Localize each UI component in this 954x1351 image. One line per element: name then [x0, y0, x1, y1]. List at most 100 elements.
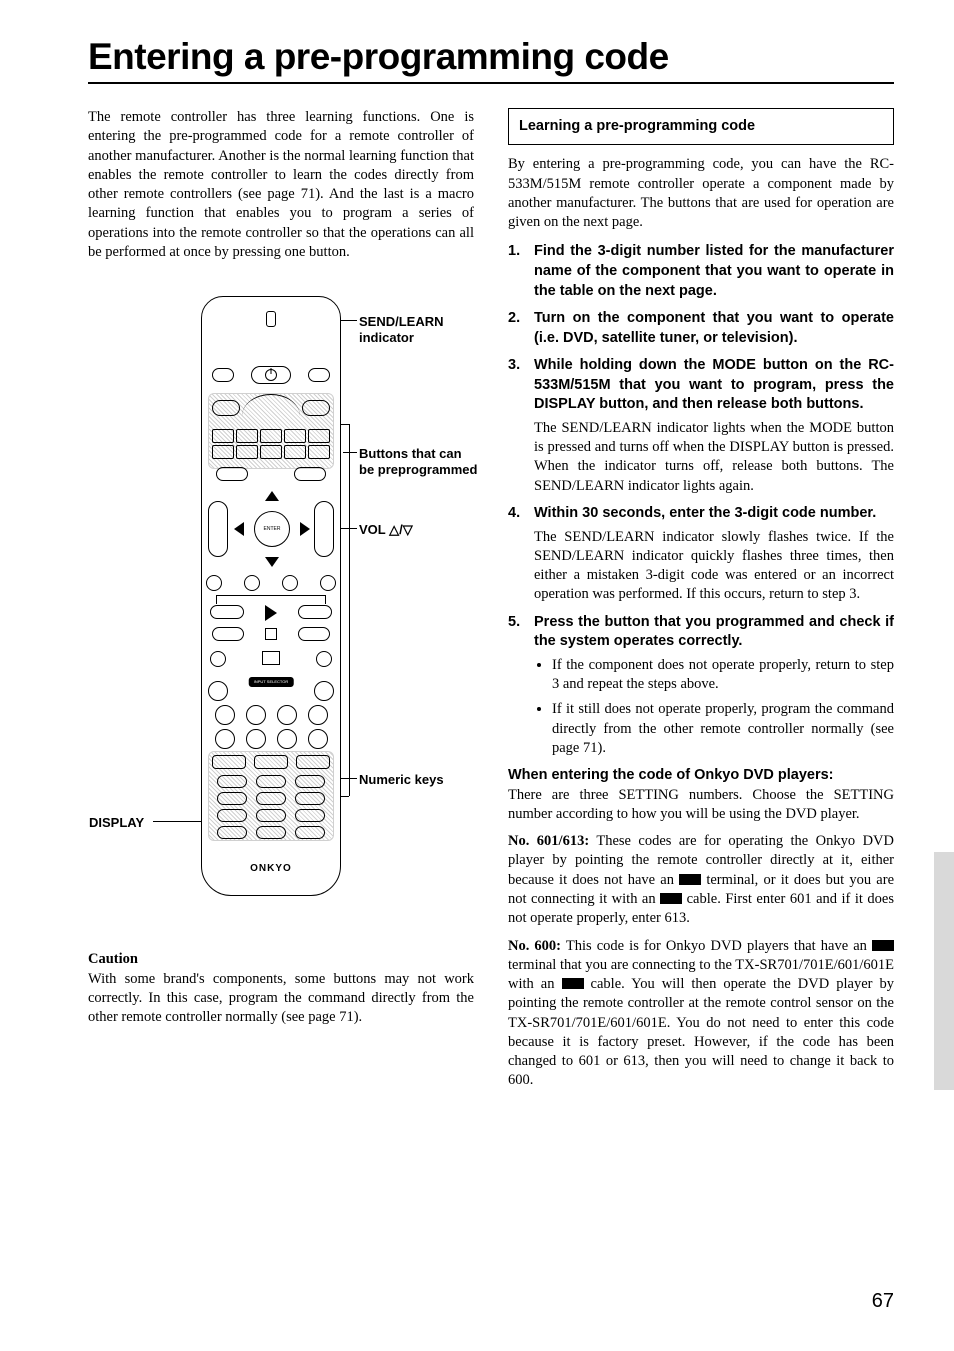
step-3-body: The SEND/LEARN indicator lights when the…	[534, 419, 894, 496]
ri-icon	[660, 893, 682, 904]
grid4-2	[212, 729, 330, 749]
onkyo-p601: No. 601/613: These codes are for operati…	[508, 832, 894, 928]
p600-c: cable. You will then operate the DVD pla…	[508, 976, 894, 1088]
nav-left-icon	[234, 522, 244, 536]
prev-button	[212, 627, 244, 641]
power-button	[251, 366, 291, 384]
step-4-bold: Within 30 seconds, enter the 3-digit cod…	[534, 504, 894, 524]
left-column: The remote controller has three learning…	[88, 108, 474, 1091]
row3-1	[212, 755, 330, 769]
icon-g	[316, 651, 332, 667]
row-icons-1	[206, 575, 336, 591]
p600-a: This code is for Onkyo DVD players that …	[561, 938, 872, 954]
num-0	[256, 826, 286, 839]
numeric-grid	[216, 775, 326, 839]
g4-2	[246, 705, 266, 725]
grid4-1	[212, 705, 330, 725]
src-10	[308, 445, 330, 459]
mode-right-button	[302, 400, 330, 416]
steps-list: Find the 3-digit number listed for the m…	[508, 242, 894, 758]
selector-row	[208, 681, 334, 701]
ri-icon	[872, 940, 894, 951]
step-1: Find the 3-digit number listed for the m…	[508, 242, 894, 301]
mode-row	[212, 397, 330, 419]
icon-b	[244, 575, 260, 591]
caution-heading: Caution	[88, 950, 474, 969]
callout-display: DISPLAY	[89, 815, 144, 831]
callout-vol: VOL △/▽	[359, 522, 413, 538]
g4-6	[246, 729, 266, 749]
ch-pill	[208, 501, 228, 557]
remote-body: ENTER	[201, 296, 341, 896]
num-3	[295, 775, 325, 788]
step-3-bold: While holding down the MODE button on th…	[534, 356, 894, 415]
src-6	[212, 445, 234, 459]
b-1	[212, 755, 246, 769]
icon-a	[206, 575, 222, 591]
num-9	[295, 809, 325, 822]
callout-vol-label: VOL △/▽	[359, 522, 413, 537]
g4-4	[308, 705, 328, 725]
power-row	[212, 365, 330, 385]
num-10	[217, 826, 247, 839]
branch-1	[216, 595, 326, 603]
remote-inner: ENTER	[202, 297, 340, 895]
g4-7	[277, 729, 297, 749]
brand-label: ONKYO	[202, 862, 340, 875]
callout-preprog-label: Buttons that can be preprogrammed	[359, 446, 477, 477]
mode-left-button	[212, 400, 240, 416]
step-5-sub-2: If it still does not operate properly, p…	[552, 700, 894, 758]
g4-5	[215, 729, 235, 749]
enter-label: ENTER	[264, 526, 281, 533]
next-button	[298, 627, 330, 641]
src-1	[212, 429, 234, 443]
icon-d	[320, 575, 336, 591]
transport-row-1	[210, 605, 332, 621]
transport-row-2	[212, 627, 330, 641]
play-icon	[265, 605, 277, 621]
b-2	[254, 755, 288, 769]
setup-button	[294, 467, 326, 481]
num-7	[217, 809, 247, 822]
nav-right-icon	[300, 522, 310, 536]
two-column-layout: The remote controller has three learning…	[88, 108, 894, 1091]
stop-icon	[265, 628, 277, 640]
send-learn-led-icon	[266, 311, 276, 327]
callout-send-learn-label: SEND/LEARN indicator	[359, 314, 444, 345]
step-3: While holding down the MODE button on th…	[508, 356, 894, 496]
ff-button	[298, 605, 332, 619]
src-7	[236, 445, 258, 459]
light-button	[212, 368, 234, 382]
src-3	[260, 429, 282, 443]
onkyo-subhead: When entering the code of Onkyo DVD play…	[508, 766, 894, 785]
callout-preprog: Buttons that can be preprogrammed	[359, 446, 479, 477]
g4-1	[215, 705, 235, 725]
callout-numeric-label: Numeric keys	[359, 772, 444, 787]
power-icon	[265, 369, 277, 381]
onkyo-p1: There are three SETTING numbers. Choose …	[508, 786, 894, 825]
source-grid	[212, 429, 330, 459]
icon-c	[282, 575, 298, 591]
sel-left-button	[208, 681, 228, 701]
p600-label: No. 600:	[508, 938, 561, 954]
caution-body: With some brand's components, some butto…	[88, 970, 474, 1028]
step-5-bold: Press the button that you programmed and…	[534, 613, 894, 652]
step-5: Press the button that you programmed and…	[508, 613, 894, 759]
page: Entering a pre-programming code The remo…	[0, 0, 954, 1131]
step-5-sub-1: If the component does not operate proper…	[552, 656, 894, 695]
callout-send-learn: SEND/LEARN indicator	[359, 314, 471, 345]
return-button	[216, 467, 248, 481]
onkyo-p600: No. 600: This code is for Onkyo DVD play…	[508, 937, 894, 1091]
title-rule	[88, 82, 894, 84]
src-2	[236, 429, 258, 443]
section-box-heading: Learning a pre-programming code	[508, 108, 894, 145]
callout-display-label: DISPLAY	[89, 815, 144, 830]
side-tab	[934, 852, 954, 1090]
ri-icon	[679, 874, 701, 885]
page-title: Entering a pre-programming code	[88, 36, 894, 78]
vol-pill	[314, 501, 334, 557]
num-6	[295, 792, 325, 805]
num-2	[256, 775, 286, 788]
g4-8	[308, 729, 328, 749]
src-4	[284, 429, 306, 443]
